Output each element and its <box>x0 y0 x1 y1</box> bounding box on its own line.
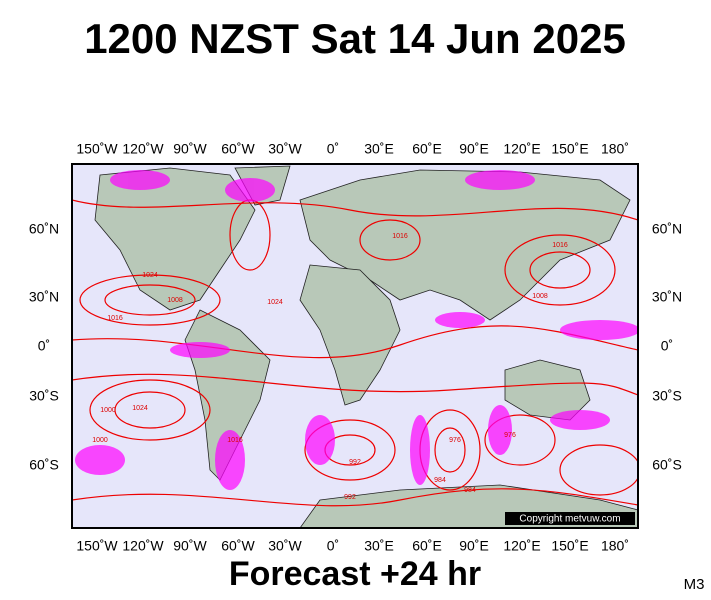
lon-label: 150˚W <box>76 141 118 157</box>
lat-label: 30˚N <box>29 289 59 305</box>
lon-label: 120˚W <box>122 141 164 157</box>
lat-label: 30˚S <box>29 388 59 404</box>
lat-label: 30˚N <box>652 289 682 305</box>
isobar-label: 1008 <box>532 293 548 300</box>
lat-label: 60˚S <box>652 457 682 473</box>
lon-label: 0˚ <box>327 538 339 554</box>
lat-label: 60˚N <box>652 221 682 237</box>
isobar-label: 976 <box>504 432 516 439</box>
lon-label: 150˚E <box>551 538 588 554</box>
lon-label: 30˚W <box>268 141 302 157</box>
copyright: Copyright metvuw.com <box>519 514 620 525</box>
isobar-label: 1016 <box>107 315 123 322</box>
lon-label: 90˚W <box>173 141 207 157</box>
lon-label: 60˚W <box>221 538 255 554</box>
copyright-box <box>505 512 635 525</box>
lon-label: 180˚ <box>601 141 629 157</box>
map: 1024 1016 1008 1016 1024 1000 1016 1008 1024 1000… <box>71 163 639 529</box>
isobar-label: 1024 <box>132 405 148 412</box>
precipitation <box>75 170 638 490</box>
lon-label: 60˚W <box>221 141 255 157</box>
lon-label: 180˚ <box>601 538 629 554</box>
isobar-label: 1000 <box>92 437 108 444</box>
lon-label: 30˚E <box>364 538 394 554</box>
lon-label: 120˚E <box>503 538 540 554</box>
lon-label: 120˚W <box>122 538 164 554</box>
lat-label: 60˚S <box>29 457 59 473</box>
isobar-label: 984 <box>464 487 476 494</box>
isobar-label: 1024 <box>142 272 158 279</box>
lon-label: 30˚W <box>268 538 302 554</box>
land <box>94 165 638 528</box>
lon-label: 0˚ <box>327 141 339 157</box>
isobar-label: 992 <box>344 494 356 501</box>
isobar-label: 992 <box>349 459 361 466</box>
title: 1200 NZST Sat 14 Jun 2025 <box>84 15 626 62</box>
forecast-label: Forecast +24 hr <box>229 555 481 593</box>
isobar-label: 1016 <box>227 437 243 444</box>
isobar-label: 1008 <box>167 297 183 304</box>
lat-label: 30˚S <box>652 388 682 404</box>
lat-label: 60˚N <box>29 221 59 237</box>
lon-label: 60˚E <box>412 141 442 157</box>
lon-label: 90˚E <box>459 538 489 554</box>
isobars <box>72 199 638 507</box>
lon-label: 30˚E <box>364 141 394 157</box>
isobar-label: 1024 <box>267 299 283 306</box>
lon-label: 150˚E <box>551 141 588 157</box>
map-frame <box>71 163 639 529</box>
model-label: M3 <box>684 576 705 593</box>
lat-label: 0˚ <box>38 338 50 354</box>
lon-label: 150˚W <box>76 538 118 554</box>
lat-label: 0˚ <box>661 338 673 354</box>
lon-label: 90˚W <box>173 538 207 554</box>
lon-label: 120˚E <box>503 141 540 157</box>
isobar-label: 976 <box>449 437 461 444</box>
lon-label: 90˚E <box>459 141 489 157</box>
isobar-label: 1016 <box>552 242 568 249</box>
isobar-label: 984 <box>434 477 446 484</box>
lon-label: 60˚E <box>412 538 442 554</box>
isobar-label: 1000 <box>100 407 116 414</box>
isobar-label: 1016 <box>392 233 408 240</box>
